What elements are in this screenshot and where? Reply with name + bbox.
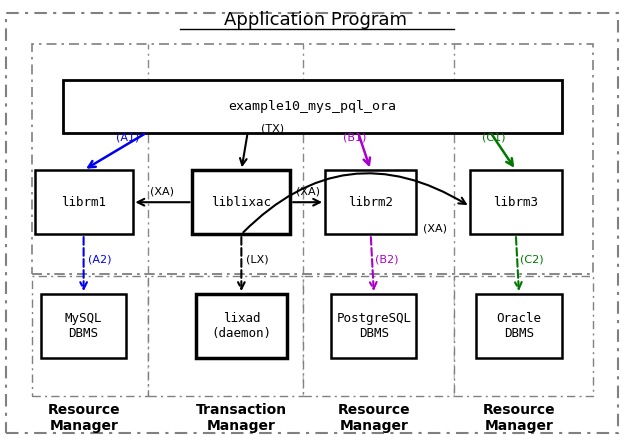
- Bar: [476, 294, 562, 358]
- Text: librm3: librm3: [493, 196, 538, 209]
- Bar: [196, 294, 287, 358]
- Text: Application Program: Application Program: [224, 11, 407, 29]
- Text: (LX): (LX): [246, 255, 268, 265]
- Text: Resource
Manager: Resource Manager: [47, 403, 121, 433]
- Text: (XA): (XA): [150, 186, 175, 196]
- Bar: [325, 170, 416, 234]
- Text: Transaction
Manager: Transaction Manager: [196, 403, 287, 433]
- Text: Resource
Manager: Resource Manager: [483, 403, 556, 433]
- Text: (TX): (TX): [261, 123, 285, 133]
- Bar: [303, 276, 454, 396]
- Text: (B1): (B1): [343, 132, 367, 142]
- Text: librm2: librm2: [348, 196, 393, 209]
- Text: (XA): (XA): [423, 224, 447, 234]
- Bar: [470, 170, 562, 234]
- Text: Oracle
DBMS: Oracle DBMS: [497, 312, 541, 340]
- Bar: [35, 170, 133, 234]
- Bar: [32, 44, 593, 274]
- Text: (A1): (A1): [116, 132, 139, 142]
- Text: (B2): (B2): [375, 255, 398, 265]
- Text: (XA): (XA): [295, 186, 320, 196]
- Bar: [63, 80, 562, 133]
- Text: Resource
Manager: Resource Manager: [338, 403, 411, 433]
- Text: PostgreSQL
DBMS: PostgreSQL DBMS: [336, 312, 411, 340]
- Text: liblixac: liblixac: [211, 196, 271, 209]
- Text: (C2): (C2): [520, 255, 543, 265]
- Text: example10_mys_pql_ora: example10_mys_pql_ora: [228, 99, 396, 113]
- Bar: [192, 170, 290, 234]
- Bar: [41, 294, 126, 358]
- Bar: [454, 276, 593, 396]
- Text: librm1: librm1: [61, 196, 106, 209]
- Bar: [148, 276, 303, 396]
- Text: (C1): (C1): [482, 132, 505, 142]
- Bar: [331, 294, 416, 358]
- Text: (A2): (A2): [88, 255, 111, 265]
- Text: MySQL
DBMS: MySQL DBMS: [65, 312, 102, 340]
- Bar: [32, 276, 148, 396]
- Text: lixad
(daemon): lixad (daemon): [211, 312, 271, 340]
